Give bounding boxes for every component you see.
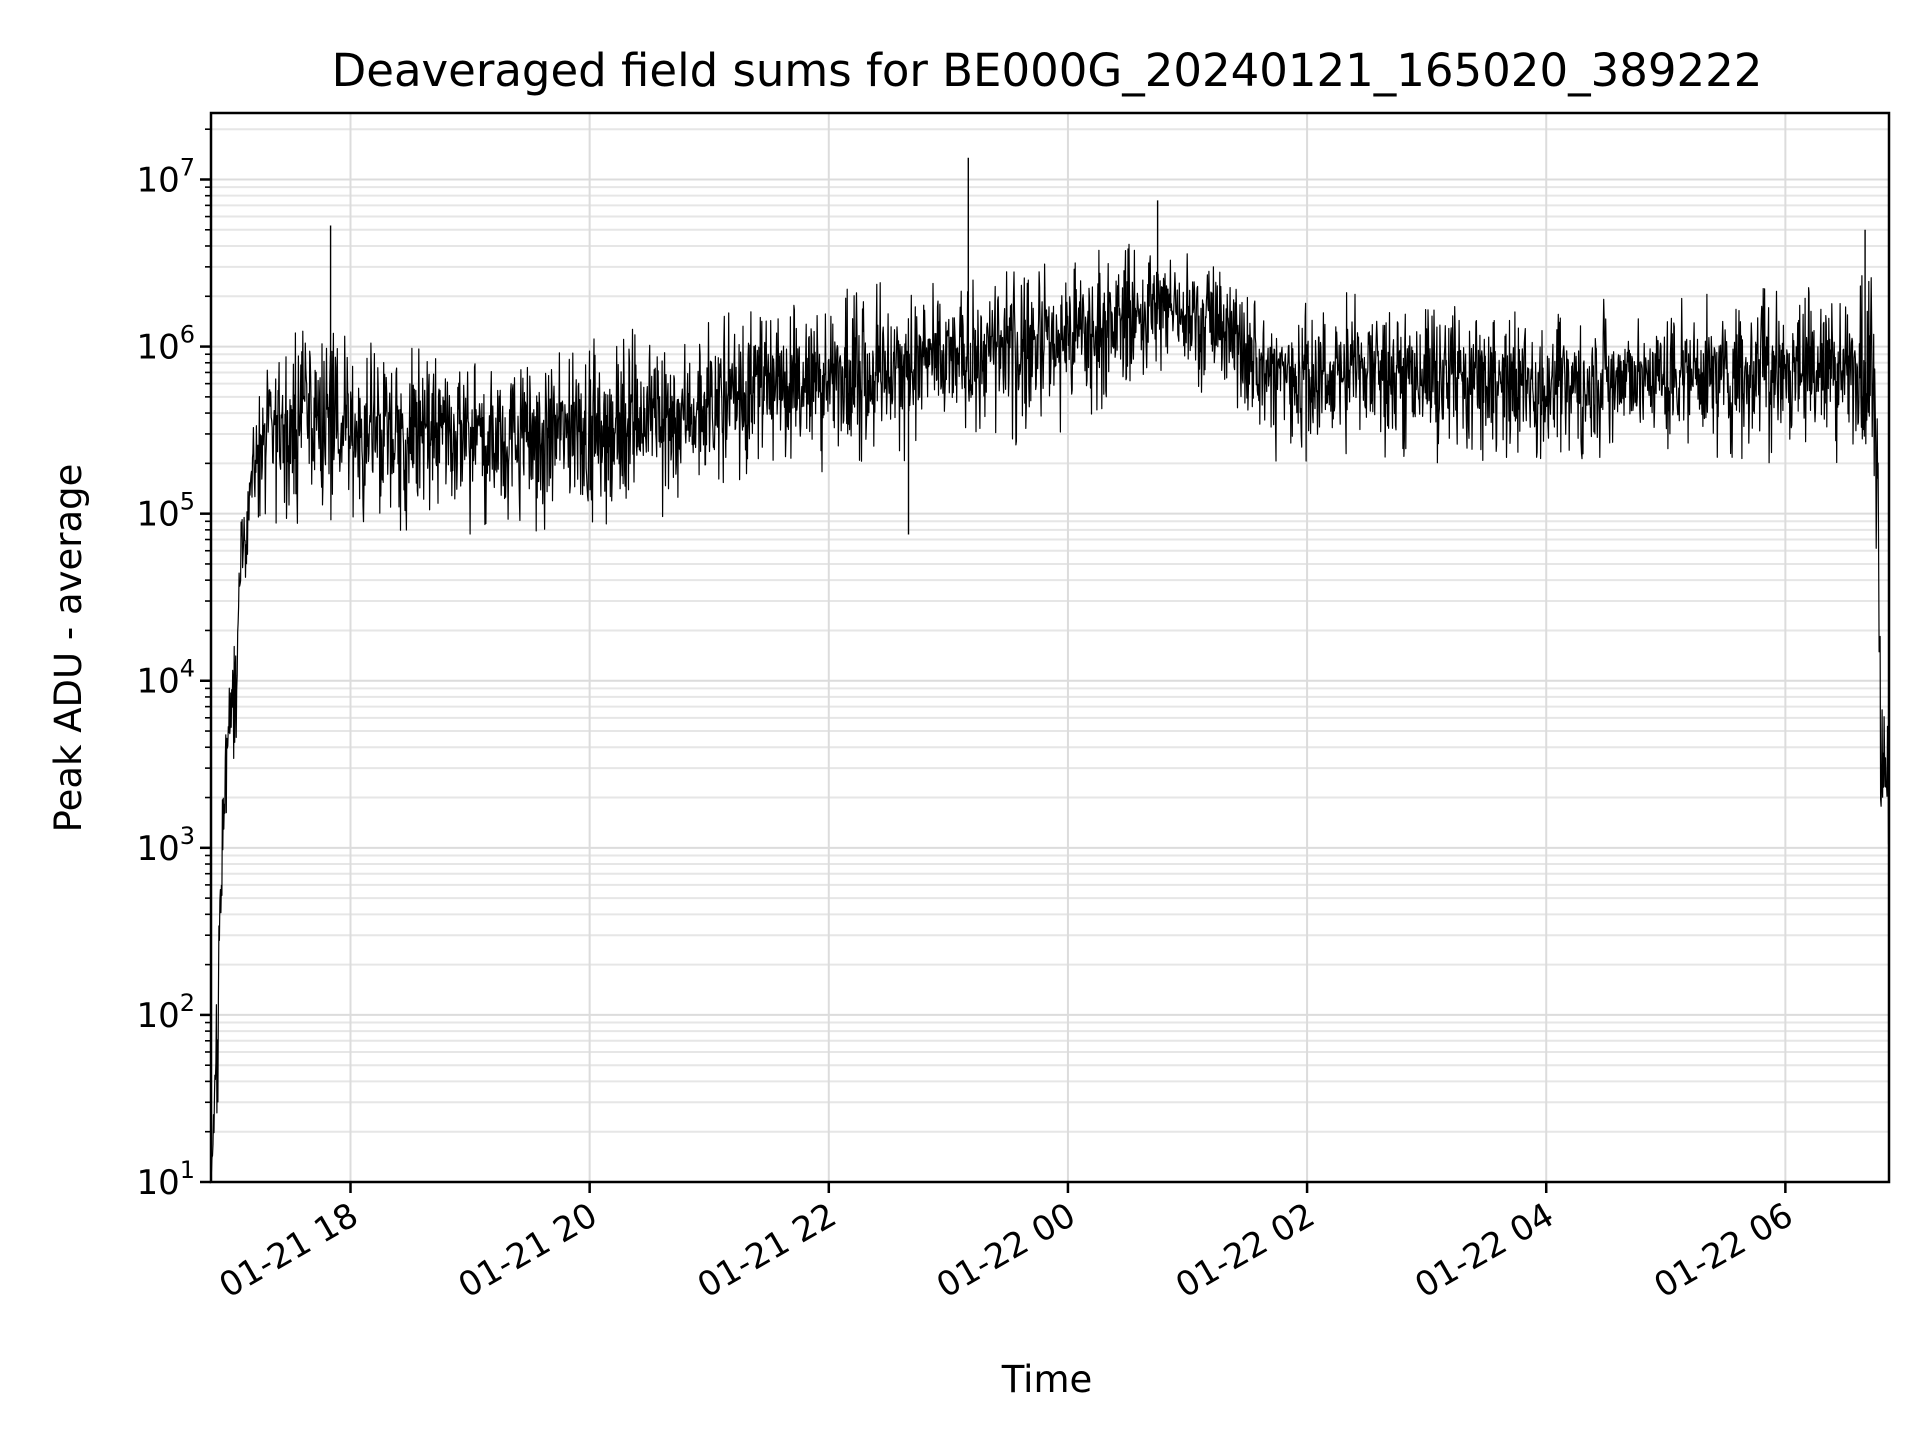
y-axis-label: Peak ADU - average bbox=[47, 464, 90, 833]
y-tick-label: 106 bbox=[136, 321, 195, 368]
x-tick-label: 01-22 00 bbox=[930, 1195, 1082, 1306]
y-tick-label: 103 bbox=[136, 822, 195, 869]
y-tick-label: 105 bbox=[136, 488, 195, 535]
grid-layer bbox=[211, 113, 1889, 1183]
x-tick-label: 01-22 02 bbox=[1169, 1195, 1321, 1306]
x-axis-label: Time bbox=[1001, 1358, 1093, 1401]
x-tick-label: 01-21 22 bbox=[691, 1195, 843, 1306]
y-axis: 101 102 103 104 105 106 107 bbox=[136, 128, 211, 1203]
series-line bbox=[210, 243, 1890, 1183]
plot-frame bbox=[209, 111, 1891, 1184]
chart-title: Deaveraged field sums for BE000G_2024012… bbox=[332, 44, 1763, 97]
x-axis: 01-21 18 01-21 20 01-21 22 01-22 00 01-22 02… bbox=[213, 1182, 1800, 1306]
x-tick-label: 01-22 06 bbox=[1647, 1195, 1799, 1306]
y-tick-label: 101 bbox=[136, 1156, 195, 1203]
y-tick-label: 107 bbox=[136, 153, 195, 200]
y-tick-label: 102 bbox=[136, 989, 195, 1036]
x-tick-label: 01-22 04 bbox=[1408, 1195, 1560, 1306]
x-tick-label: 01-21 18 bbox=[213, 1195, 365, 1306]
series-layer bbox=[210, 157, 1890, 1183]
y-tick-label: 104 bbox=[136, 655, 195, 702]
x-tick-label: 01-21 20 bbox=[452, 1195, 604, 1306]
